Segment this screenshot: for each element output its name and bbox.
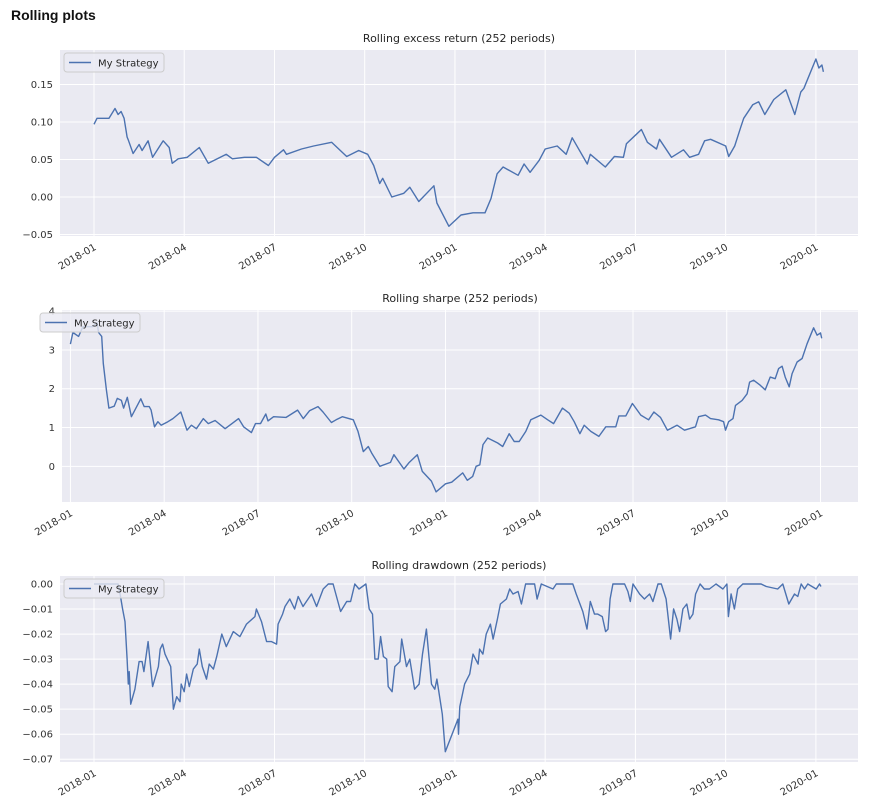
x-tick-label: 2020-01 xyxy=(779,242,821,272)
subplot-title: Rolling sharpe (252 periods) xyxy=(382,292,538,305)
y-tick-label: −0.04 xyxy=(22,680,53,691)
y-tick-label: −0.05 xyxy=(22,230,53,241)
legend: My Strategy xyxy=(63,578,165,599)
y-tick-label: −0.03 xyxy=(22,655,53,666)
x-tick-label: 2020-01 xyxy=(779,768,821,798)
y-tick-label: −0.02 xyxy=(22,630,53,641)
x-tick-label: 2019-10 xyxy=(688,242,730,272)
y-tick-label: 0.00 xyxy=(31,193,53,204)
legend: My Strategy xyxy=(39,312,141,333)
subplot-3: 0.00 −0.01 −0.02 −0.03 −0.04 −0.05 −0.06 −0.07 2… xyxy=(22,559,858,798)
x-tick-label: 2019-04 xyxy=(508,768,550,798)
x-tick-label: 2018-07 xyxy=(237,242,279,272)
y-tick-label: −0.05 xyxy=(22,705,53,716)
y-tick-label: 1 xyxy=(49,423,55,434)
x-tick-label: 2019-10 xyxy=(688,768,730,798)
x-tick-label: 2018-01 xyxy=(57,242,99,272)
x-tick-label: 2019-04 xyxy=(502,508,544,538)
subplot-title: Rolling excess return (252 periods) xyxy=(363,32,555,45)
y-tick-label: 0.10 xyxy=(31,118,53,129)
legend: My Strategy xyxy=(63,52,165,73)
axes-background xyxy=(62,310,858,502)
subplot-1: −0.05 0.00 0.05 0.10 0.15 2018-01 2018-04 2018-… xyxy=(22,32,858,272)
subplot-title: Rolling drawdown (252 periods) xyxy=(372,559,547,572)
x-tick-label: 2018-04 xyxy=(127,508,169,538)
y-tick-label: 0 xyxy=(49,462,55,473)
x-tick-label: 2019-07 xyxy=(598,242,640,272)
legend-box xyxy=(39,312,141,333)
x-tick-label: 2019-07 xyxy=(598,768,640,798)
y-tick-label: 0.05 xyxy=(31,155,53,166)
x-tick-label: 2018-07 xyxy=(221,508,263,538)
x-tick-label: 2018-01 xyxy=(57,768,99,798)
x-tick-label: 2019-04 xyxy=(508,242,550,272)
x-tick-label: 2019-01 xyxy=(408,508,450,538)
series-line-my-strategy xyxy=(94,583,822,753)
y-tick-label: −0.06 xyxy=(22,730,53,741)
x-tick-label: 2019-01 xyxy=(418,242,460,272)
x-tick-label: 2018-04 xyxy=(147,242,189,272)
x-tick-label: 2018-07 xyxy=(237,768,279,798)
legend-box xyxy=(63,52,165,73)
x-tick-label: 2018-10 xyxy=(315,508,357,538)
legend-label: My Strategy xyxy=(98,59,159,70)
y-tick-label: 3 xyxy=(49,345,55,356)
y-tick-label: 0.15 xyxy=(31,80,53,91)
y-tick-label: −0.01 xyxy=(22,605,53,616)
y-tick-label: −0.07 xyxy=(22,755,53,766)
legend-label: My Strategy xyxy=(98,585,159,596)
subplot-2: 0 1 2 3 4 2018-01 2018-04 2018-07 2018-10 2019-01… xyxy=(33,292,858,538)
x-tick-label: 2018-10 xyxy=(328,242,370,272)
x-tick-label: 2018-01 xyxy=(33,508,75,538)
x-tick-label: 2019-07 xyxy=(596,508,638,538)
y-tick-label: 4 xyxy=(49,307,55,318)
x-tick-label: 2020-01 xyxy=(783,508,825,538)
series-line-my-strategy xyxy=(69,322,823,493)
x-tick-label: 2018-04 xyxy=(147,768,189,798)
x-tick-label: 2018-10 xyxy=(328,768,370,798)
legend-label: My Strategy xyxy=(74,319,135,330)
page-heading: Rolling plots xyxy=(11,7,96,23)
x-tick-label: 2019-10 xyxy=(690,508,732,538)
series-line-my-strategy xyxy=(93,58,825,227)
y-tick-label: 0.00 xyxy=(31,580,53,591)
y-tick-label: 2 xyxy=(49,384,55,395)
x-tick-label: 2019-01 xyxy=(418,768,460,798)
legend-box xyxy=(63,578,165,599)
axes-background xyxy=(60,50,858,236)
